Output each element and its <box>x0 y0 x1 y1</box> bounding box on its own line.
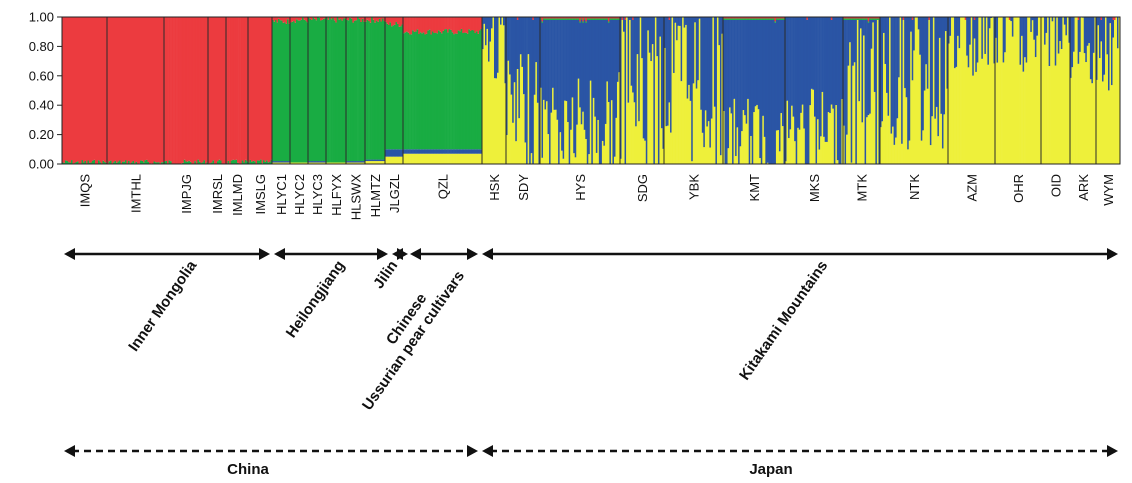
population-label: SDY <box>516 174 531 201</box>
population-bars-imslg <box>248 17 272 164</box>
y-tick-label: 1.00 <box>29 10 54 25</box>
population-label: IMRSL <box>210 174 225 214</box>
population-label: IMSLG <box>253 174 268 214</box>
y-tick-label: 0.00 <box>29 157 54 172</box>
population-bars-qzl <box>403 17 482 164</box>
region-arrow-left-head <box>482 248 493 260</box>
population-bars-hlswx <box>346 17 365 164</box>
population-label: QZL <box>436 174 451 199</box>
country-arrow-right-head <box>467 445 478 457</box>
population-bars-azm <box>948 17 995 164</box>
population-label: SDG <box>635 174 650 202</box>
population-label: HLSWX <box>349 174 364 221</box>
population-bars-imrsl <box>208 17 226 164</box>
y-tick-label: 0.80 <box>29 39 54 54</box>
population-label: HLYC3 <box>310 174 325 215</box>
y-tick-label: 0.20 <box>29 127 54 142</box>
country-labels: China Japan <box>227 461 793 478</box>
population-label: KMT <box>747 174 762 202</box>
region-arrow-right-head <box>259 248 270 260</box>
population-label: HLYC1 <box>274 174 289 215</box>
population-bars-ybk <box>664 17 723 164</box>
population-label: WYM <box>1101 174 1116 206</box>
population-bars-hsk <box>482 17 506 164</box>
region-label: Inner Mongolia <box>125 257 200 355</box>
population-label: HLYC2 <box>292 174 307 215</box>
population-bars-hlyc3 <box>308 17 326 164</box>
population-bars-imqs <box>62 17 107 164</box>
population-bars-hlyc2 <box>290 17 308 164</box>
population-label: HLMTZ <box>368 174 383 217</box>
population-bars-ark <box>1070 17 1096 164</box>
region-label: Jilin <box>370 258 401 292</box>
country-arrow-left-head <box>64 445 75 457</box>
population-bars-hlyc1 <box>272 17 290 164</box>
population-label: NTK <box>907 174 922 200</box>
region-arrows <box>64 248 1118 260</box>
population-label: OID <box>1049 174 1064 197</box>
population-bars-jlgzl <box>385 17 403 164</box>
population-label: HYS <box>573 174 588 201</box>
population-label: IMLMD <box>230 174 245 216</box>
country-label: China <box>227 461 269 478</box>
population-bars-impjg <box>164 17 208 164</box>
population-bars-hys <box>540 17 620 164</box>
population-bars-imthl <box>107 17 164 164</box>
region-arrow-left-head <box>410 248 421 260</box>
population-bars-hlfyx <box>326 17 346 164</box>
population-label: YBK <box>687 174 702 200</box>
region-label: Kitakami Mountains <box>736 258 831 384</box>
region-arrow-right-head <box>1107 248 1118 260</box>
population-bars-hlmtz <box>365 17 385 164</box>
population-bars-mtk <box>843 17 880 164</box>
population-label: HLFYX <box>329 174 344 216</box>
population-label: IMTHL <box>129 174 144 213</box>
population-label: IMQS <box>78 174 93 208</box>
region-arrow-left-head <box>274 248 285 260</box>
population-label: ARK <box>1076 174 1091 201</box>
region-label: ChineseUssurian pear cultivars <box>344 258 468 414</box>
population-label: MKS <box>807 174 822 203</box>
population-bars-sdy <box>506 17 540 164</box>
y-axis: 0.00 0.20 0.40 0.60 0.80 1.00 <box>29 10 62 172</box>
region-arrow-right-head <box>467 248 478 260</box>
admixture-bars <box>62 17 1120 164</box>
population-label: IMPJG <box>179 174 194 214</box>
y-tick-label: 0.60 <box>29 68 54 83</box>
population-bars-ohr <box>995 17 1041 164</box>
region-arrow-left-head <box>64 248 75 260</box>
population-label: MTK <box>855 174 870 202</box>
population-label: OHR <box>1011 174 1026 203</box>
region-label: Heilongjiang <box>283 258 349 341</box>
population-bars-kmt <box>723 17 785 164</box>
country-arrow-left-head <box>482 445 493 457</box>
population-bars-wym <box>1096 17 1120 164</box>
population-bars-imlmd <box>226 17 248 164</box>
population-label: HSK <box>487 174 502 201</box>
population-bars-mks <box>785 17 843 164</box>
country-label: Japan <box>749 461 792 478</box>
country-arrows <box>64 445 1118 457</box>
country-arrow-right-head <box>1107 445 1118 457</box>
population-label: AZM <box>965 174 980 201</box>
population-bars-ntk <box>880 17 948 164</box>
population-bars-oid <box>1041 17 1070 164</box>
y-tick-label: 0.40 <box>29 98 54 113</box>
population-bars-sdg <box>620 17 664 164</box>
population-label: JLGZL <box>387 174 402 213</box>
region-labels: Inner Mongolia Heilongjiang JilinChineseUs… <box>125 257 831 414</box>
